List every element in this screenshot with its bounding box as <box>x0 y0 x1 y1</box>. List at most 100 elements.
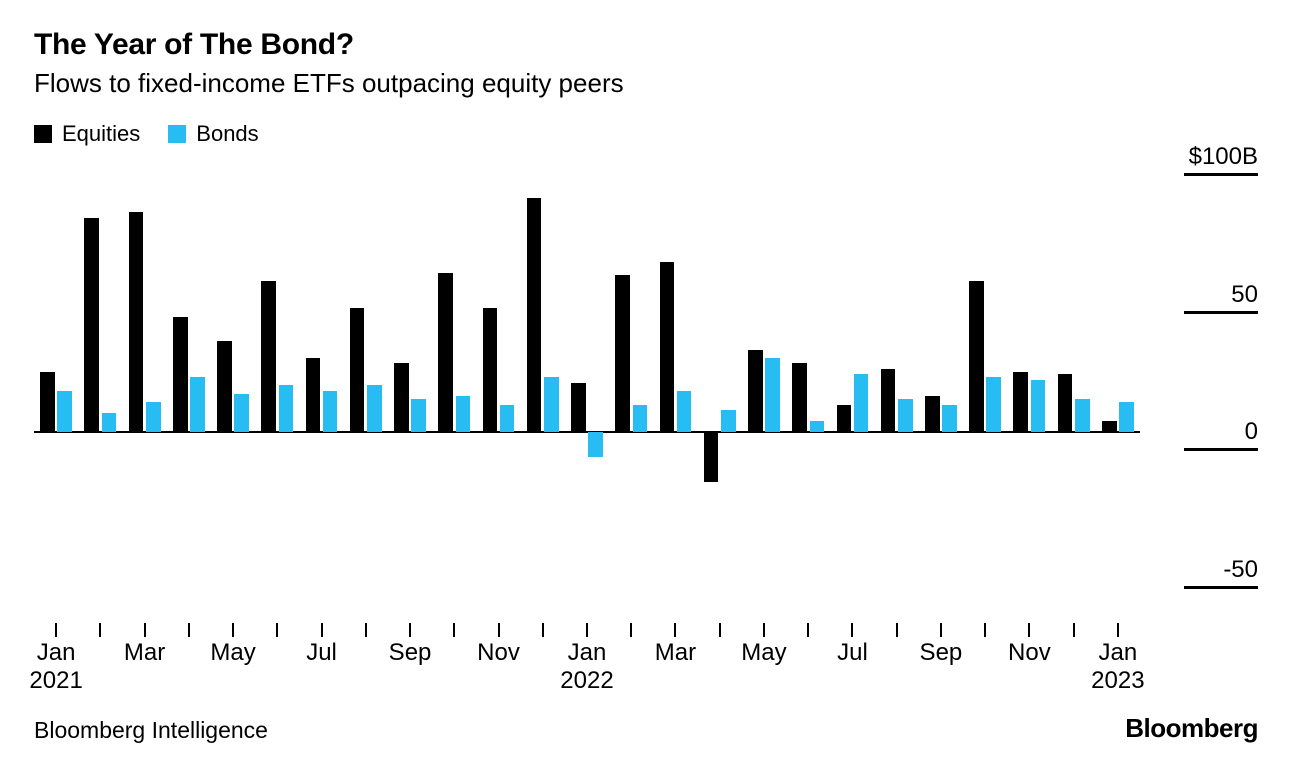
bar-equities <box>571 383 586 433</box>
x-tick <box>321 623 323 637</box>
bar-bonds <box>411 399 426 432</box>
x-labels: Jan 2021MarMayJulSepNovJan 2022MarMayJul… <box>34 639 1140 705</box>
x-ticks <box>34 623 1140 639</box>
x-tick <box>719 623 721 637</box>
x-tick-label: Nov <box>477 639 520 667</box>
bar-bonds <box>1031 380 1046 432</box>
x-tick-label: May <box>210 639 255 667</box>
bar-equities <box>925 396 940 432</box>
x-tick-label: Jan 2021 <box>29 639 82 694</box>
x-tick <box>1073 623 1075 637</box>
bar-bonds <box>854 374 869 432</box>
x-tick <box>807 623 809 637</box>
y-tick-label: -50 <box>1223 558 1258 582</box>
y-axis: $100B500-50 <box>1140 157 1258 597</box>
bar-equities <box>748 350 763 433</box>
y-tick-label: $100B <box>1189 145 1258 169</box>
bar-bonds <box>1119 402 1134 432</box>
bar-bonds <box>234 394 249 433</box>
x-tick <box>188 623 190 637</box>
x-tick <box>232 623 234 637</box>
x-tick <box>55 623 57 637</box>
bar-equities <box>261 281 276 432</box>
legend-item-equities: Equities <box>34 121 140 147</box>
x-tick <box>453 623 455 637</box>
footer: Bloomberg Intelligence Bloomberg <box>34 713 1258 744</box>
x-tick-label: Jul <box>306 639 337 667</box>
bar-equities <box>40 372 55 433</box>
x-tick <box>542 623 544 637</box>
x-tick-label: Jan 2023 <box>1091 639 1144 694</box>
bar-equities <box>84 218 99 433</box>
x-tick <box>896 623 898 637</box>
bar-bonds <box>190 377 205 432</box>
chart-title: The Year of The Bond? <box>34 28 1258 62</box>
x-tick <box>851 623 853 637</box>
bar-bonds <box>765 358 780 432</box>
bar-equities <box>527 198 542 432</box>
bar-bonds <box>677 391 692 432</box>
bar-bonds <box>102 413 117 432</box>
bar-bonds <box>500 405 515 433</box>
bar-bonds <box>898 399 913 432</box>
legend-label: Equities <box>62 121 140 147</box>
bar-bonds <box>942 405 957 433</box>
x-tick-label: May <box>741 639 786 667</box>
source-attribution: Bloomberg Intelligence <box>34 717 268 744</box>
x-tick <box>498 623 500 637</box>
legend-item-bonds: Bonds <box>168 121 258 147</box>
bar-equities <box>792 363 807 432</box>
x-tick <box>99 623 101 637</box>
bar-equities <box>173 317 188 433</box>
bar-equities <box>394 363 409 432</box>
x-tick <box>1117 623 1119 637</box>
bar-bonds <box>367 385 382 432</box>
bar-bonds <box>986 377 1001 432</box>
bloomberg-logo: Bloomberg <box>1125 713 1258 744</box>
x-tick <box>144 623 146 637</box>
bar-equities <box>660 262 675 433</box>
bar-equities <box>350 308 365 432</box>
bar-bonds <box>279 385 294 432</box>
x-tick <box>365 623 367 637</box>
bar-bonds <box>810 421 825 432</box>
legend-label: Bonds <box>196 121 258 147</box>
x-tick <box>586 623 588 637</box>
bar-bonds <box>146 402 161 432</box>
bar-equities <box>306 358 321 432</box>
bar-bonds <box>721 410 736 432</box>
y-tick-label: 0 <box>1245 420 1258 444</box>
bar-equities <box>217 341 232 432</box>
bar-equities <box>615 275 630 432</box>
legend: Equities Bonds <box>34 121 1258 147</box>
x-tick <box>940 623 942 637</box>
chart-subtitle: Flows to fixed-income ETFs outpacing equ… <box>34 68 1258 99</box>
x-tick-label: Jul <box>837 639 868 667</box>
bar-equities <box>704 432 719 482</box>
bar-equities <box>837 405 852 433</box>
bar-equities <box>1013 372 1028 433</box>
y-tick-label: 50 <box>1231 283 1258 307</box>
bar-bonds <box>1075 399 1090 432</box>
x-tick <box>409 623 411 637</box>
bar-bonds <box>633 405 648 433</box>
x-tick-label: Mar <box>124 639 165 667</box>
x-tick-label: Sep <box>389 639 432 667</box>
x-tick <box>674 623 676 637</box>
bar-bonds <box>323 391 338 432</box>
bar-equities <box>881 369 896 432</box>
x-tick-label: Sep <box>920 639 963 667</box>
bar-bonds <box>544 377 559 432</box>
bar-bonds <box>588 432 603 457</box>
bar-equities <box>1058 374 1073 432</box>
bar-equities <box>483 308 498 432</box>
chart-area: $100B500-50 <box>34 157 1258 597</box>
x-tick <box>1028 623 1030 637</box>
x-tick-label: Mar <box>655 639 696 667</box>
chart-container: The Year of The Bond? Flows to fixed-inc… <box>0 0 1292 764</box>
bar-equities <box>969 281 984 432</box>
bar-equities <box>129 212 144 432</box>
x-tick-label: Jan 2022 <box>560 639 613 694</box>
x-tick <box>630 623 632 637</box>
bar-bonds <box>456 396 471 432</box>
